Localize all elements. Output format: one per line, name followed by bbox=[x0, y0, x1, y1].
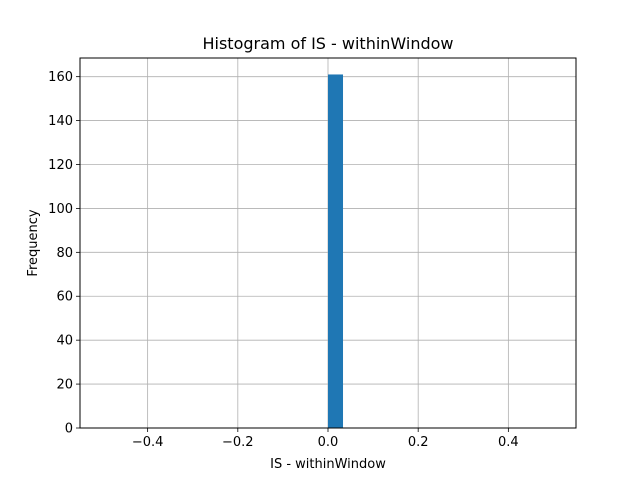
y-tick-label: 160 bbox=[48, 70, 73, 85]
y-tick-label: 40 bbox=[56, 334, 73, 349]
bars bbox=[328, 74, 344, 428]
y-tick-label: 140 bbox=[48, 114, 73, 129]
y-tick-label: 60 bbox=[56, 290, 73, 305]
histogram-bar bbox=[328, 74, 344, 428]
x-axis-ticks: −0.4 −0.2 0.0 0.2 0.4 bbox=[132, 428, 519, 450]
y-tick-label: 20 bbox=[56, 378, 73, 393]
y-axis-title: Frequency bbox=[26, 209, 41, 276]
x-axis-title: IS - withinWindow bbox=[270, 457, 386, 472]
y-tick-label: 100 bbox=[48, 202, 73, 217]
y-tick-label: 120 bbox=[48, 158, 73, 173]
x-tick-label: 0.2 bbox=[408, 435, 429, 450]
x-tick-label: −0.4 bbox=[132, 435, 164, 450]
chart-title: Histogram of IS - withinWindow bbox=[202, 34, 453, 53]
y-axis-ticks: 0 20 40 60 80 100 120 140 160 bbox=[48, 70, 80, 437]
y-tick-label: 80 bbox=[56, 246, 73, 261]
y-tick-label: 0 bbox=[65, 422, 73, 437]
x-tick-label: 0.0 bbox=[318, 435, 339, 450]
x-tick-label: −0.2 bbox=[222, 435, 254, 450]
x-tick-label: 0.4 bbox=[498, 435, 519, 450]
